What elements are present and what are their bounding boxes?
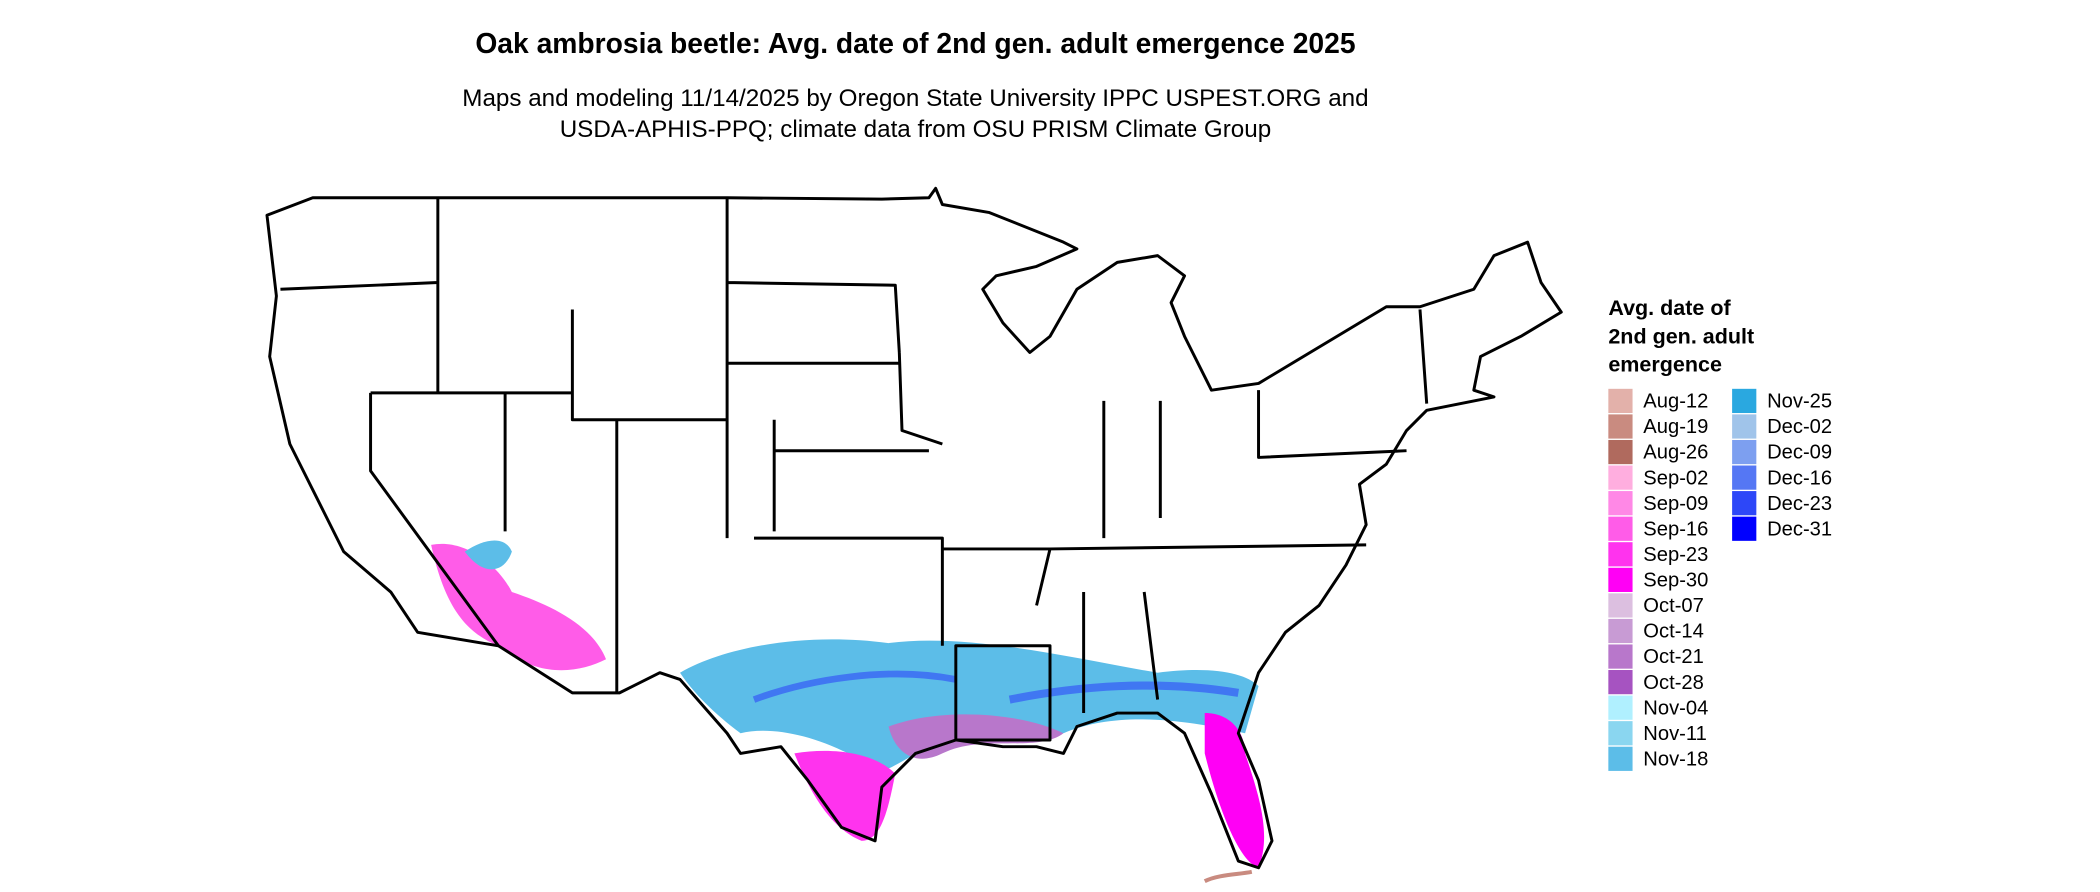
legend-label: Nov-18 xyxy=(1643,748,1708,770)
map-subtitle: USDA-APHIS-PPQ; climate data from OSU PR… xyxy=(560,116,1271,143)
legend-label: Dec-02 xyxy=(1767,416,1832,438)
legend: Aug-12 Aug-19 Aug-26 Sep-02 Sep-09 Sep-16 Sep-… xyxy=(1608,388,1832,771)
legend-title: 2nd gen. adult xyxy=(1608,324,1754,348)
legend-label: Dec-23 xyxy=(1767,493,1832,515)
legend-swatch xyxy=(1608,542,1633,567)
legend-label: Sep-09 xyxy=(1643,493,1708,515)
legend-label: Oct-14 xyxy=(1643,621,1704,643)
legend-label: Aug-12 xyxy=(1643,391,1708,413)
us-outline xyxy=(265,186,1563,870)
legend-label: Oct-07 xyxy=(1643,595,1704,617)
legend-label: Sep-16 xyxy=(1643,518,1708,540)
legend-swatch xyxy=(1608,670,1633,695)
map-title: Oak ambrosia beetle: Avg. date of 2nd ge… xyxy=(475,27,1355,59)
region-aug xyxy=(1203,869,1253,884)
legend-swatch xyxy=(1608,644,1633,669)
legend-label: Aug-19 xyxy=(1643,416,1708,438)
legend-label: Nov-25 xyxy=(1767,391,1832,413)
legend-label: Nov-11 xyxy=(1643,723,1707,745)
state-line xyxy=(280,197,1429,742)
legend-swatch xyxy=(1732,414,1757,439)
legend-label: Nov-04 xyxy=(1643,697,1708,719)
map-subtitle: Maps and modeling 11/14/2025 by Oregon S… xyxy=(462,85,1368,112)
legend-swatch xyxy=(1608,721,1633,746)
legend-swatch xyxy=(1608,695,1633,720)
legend-swatch xyxy=(1608,388,1633,414)
region-dec xyxy=(1008,681,1240,704)
legend-label: Sep-23 xyxy=(1643,544,1708,566)
state-boundaries xyxy=(265,186,1563,870)
legend-swatch xyxy=(1732,491,1757,516)
legend-swatch xyxy=(1608,414,1633,439)
region-nov xyxy=(464,540,512,570)
legend-label: Dec-09 xyxy=(1767,442,1832,464)
legend-swatch xyxy=(1608,746,1633,771)
region-sep xyxy=(794,750,896,841)
legend-label: Sep-30 xyxy=(1643,570,1708,592)
region-dec xyxy=(752,670,957,703)
legend-swatch xyxy=(1732,516,1757,541)
legend-swatch xyxy=(1732,439,1757,465)
legend-title: Avg. date of xyxy=(1608,296,1731,320)
legend-label: Oct-28 xyxy=(1643,672,1704,694)
region-nov xyxy=(680,639,1259,775)
legend-swatch xyxy=(1732,465,1757,490)
region-sep xyxy=(431,543,607,671)
legend-label: Dec-16 xyxy=(1767,467,1832,489)
legend-swatch xyxy=(1608,516,1633,541)
region-sep xyxy=(1204,713,1265,868)
legend-swatch xyxy=(1608,593,1633,618)
legend-label: Dec-31 xyxy=(1767,518,1832,540)
legend-label: Sep-02 xyxy=(1643,467,1708,489)
legend-swatch xyxy=(1608,618,1633,644)
legend-title: emergence xyxy=(1608,353,1722,377)
legend-swatch xyxy=(1608,439,1633,465)
legend-label: Aug-26 xyxy=(1643,442,1708,464)
legend-label: Oct-21 xyxy=(1643,646,1704,668)
legend-swatch xyxy=(1608,567,1633,592)
legend-swatch xyxy=(1732,388,1757,414)
legend-swatch xyxy=(1608,491,1633,516)
legend-swatch xyxy=(1608,465,1633,490)
